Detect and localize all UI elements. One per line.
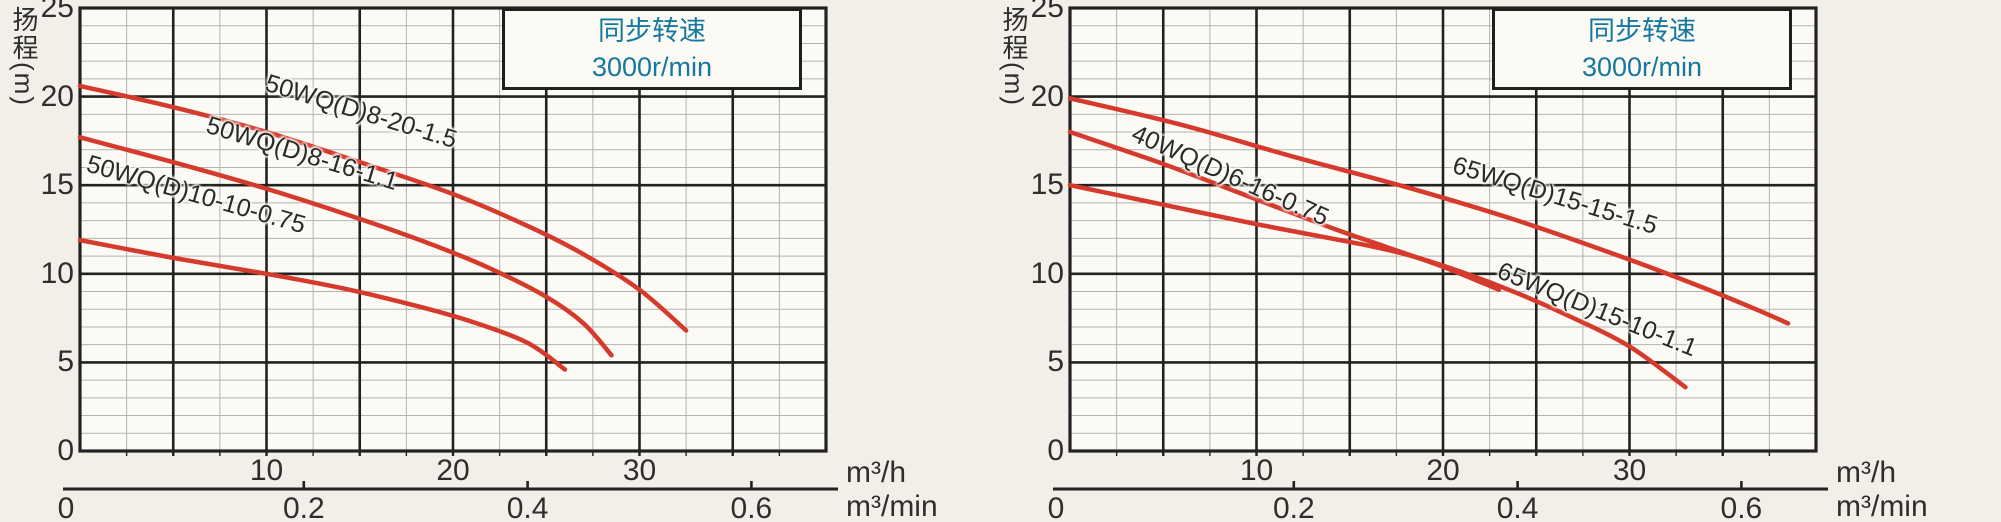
sync-speed-value: 3000r/min [591, 52, 713, 82]
y-axis-title: 扬程(m) [9, 6, 39, 107]
sync-speed-box: 同步转速 3000r/min [1492, 8, 1792, 90]
x-tick-label-m3min: 0 [57, 492, 75, 522]
chart-left: 扬程(m) 同步转速 3000r/min m³/h m³/min 0 5 10 15 2… [0, 0, 940, 522]
x-unit-m3min: m³/min [1836, 490, 1928, 522]
pump-curve [1067, 96, 1791, 326]
chart-right: 扬程(m) 同步转速 3000r/min m³/h m³/min 0 5 10 15 2… [990, 0, 1930, 522]
y-axis-title: 扬程(m) [999, 6, 1029, 107]
y-tick-label: 25 [1030, 0, 1064, 24]
pump-curve [77, 237, 568, 372]
x-tick-label-m3h: 10 [1239, 454, 1274, 487]
pump-curve [77, 135, 614, 358]
y-tick-label: 25 [40, 0, 74, 24]
y-tick-label: 5 [57, 345, 74, 379]
x-tick-label-m3min: 0.4 [506, 492, 549, 522]
x-unit-m3min: m³/min [846, 490, 938, 522]
y-tick-label: 15 [40, 168, 74, 202]
y-tick-label: 10 [1030, 256, 1064, 290]
x-tick-label-m3min: 0 [1047, 492, 1065, 522]
x-tick-label-m3min: 0.4 [1496, 492, 1539, 522]
sync-speed-box: 同步转速 3000r/min [502, 8, 802, 90]
x-tick-label-m3h: 20 [1426, 454, 1460, 487]
pump-curve [77, 83, 689, 333]
x-unit-m3h: m³/h [1836, 456, 1896, 489]
x-tick-label-m3h: 10 [249, 454, 284, 487]
sync-speed-value: 3000r/min [1581, 52, 1703, 82]
y-tick-label: 5 [1047, 345, 1064, 379]
pump-curve [1067, 182, 1688, 390]
x-tick-label-m3h: 30 [622, 454, 657, 487]
x-tick-label-m3min: 0.2 [282, 492, 325, 522]
x-tick-label-m3min: 0.6 [730, 492, 773, 522]
x-tick-label-m3min: 0.2 [1272, 492, 1315, 522]
y-tick-label: 0 [1047, 434, 1064, 467]
sync-speed-text: 同步转速 [598, 16, 706, 46]
x-tick-label-m3min: 0.6 [1720, 492, 1763, 522]
y-tick-label: 20 [40, 79, 74, 113]
x-unit-m3h: m³/h [846, 456, 906, 489]
x-tick-label-m3h: 30 [1612, 454, 1647, 487]
y-tick-label: 20 [1030, 79, 1064, 113]
y-tick-label: 10 [40, 256, 74, 290]
sync-speed-text: 同步转速 [1588, 16, 1696, 46]
x-tick-label-m3h: 20 [436, 454, 470, 487]
y-tick-label: 15 [1030, 168, 1064, 202]
y-tick-label: 0 [57, 434, 74, 467]
